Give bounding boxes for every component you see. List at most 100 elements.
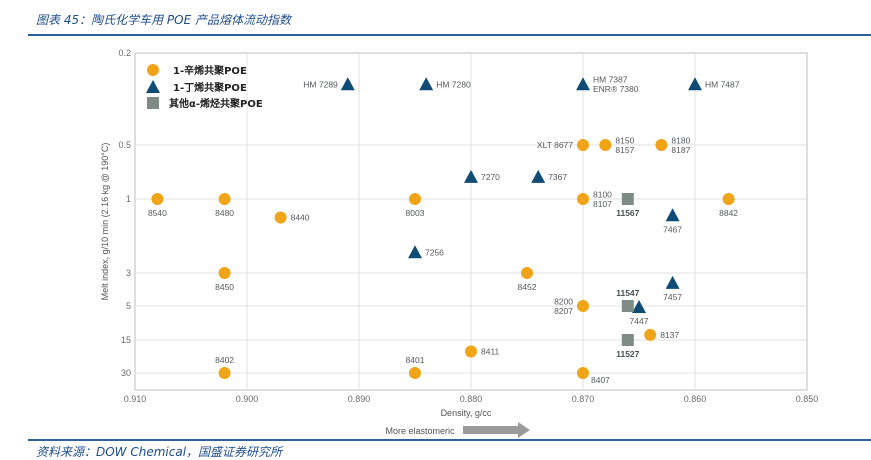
data-point-square: [621, 334, 634, 346]
point-label: 11547: [616, 288, 639, 298]
data-point-circle: [409, 193, 421, 205]
data-point-square: [621, 300, 634, 312]
point-label-line: 8402: [215, 355, 234, 365]
point-label: 8402: [215, 355, 234, 365]
point-label: HM 7280: [436, 79, 471, 89]
legend-label: 1-丁烯共聚POE: [173, 81, 247, 94]
data-point-circle: [577, 193, 589, 205]
point-label: 8003: [406, 208, 425, 218]
data-point-triangle: [408, 245, 422, 259]
point-label: 8100 8107: [593, 189, 612, 209]
legend-label: 1-辛烯共聚POE: [173, 64, 247, 77]
data-point-triangle: [419, 77, 434, 91]
point-label: HM 7289: [303, 79, 338, 89]
data-point-circle: [218, 267, 231, 279]
point-label-line: 8157: [615, 145, 634, 155]
y-axis-title: Melt index, g/10 min (2.16 kg @ 190°C): [100, 143, 110, 301]
data-point-circle: [218, 193, 231, 205]
point-label-line: 8842: [719, 208, 738, 218]
data-point-square: [621, 193, 634, 205]
point-label-line: 8137: [660, 330, 679, 340]
data-point-circle: [599, 139, 612, 151]
point-label-line: 8003: [406, 208, 425, 218]
data-point-triangle: [665, 208, 680, 222]
point-label: 11567: [616, 208, 639, 218]
point-label: 7457: [663, 292, 682, 302]
source-divider: [28, 439, 871, 441]
x-tick-label: 0.910: [124, 394, 147, 404]
data-point-circle: [274, 211, 287, 224]
point-label: 11527: [616, 349, 639, 359]
point-label: 8137: [660, 330, 679, 340]
point-label: 8480: [215, 208, 234, 218]
point-label: 8450: [215, 282, 234, 292]
point-label-line: 7367: [548, 172, 567, 182]
point-label: 8540: [148, 208, 167, 218]
point-label-line: 8540: [148, 208, 167, 218]
figure-title: 图表 45：陶氏化学车用 POE 产品熔体流动指数: [36, 13, 291, 27]
point-label-line: 8207: [554, 306, 573, 316]
point-label: 7467: [663, 224, 682, 234]
data-point-triangle: [340, 77, 355, 91]
data-point-circle: [409, 367, 421, 379]
data-point-circle: [465, 345, 477, 358]
point-label-line: 8440: [291, 213, 310, 223]
x-tick-label: 0.880: [460, 394, 483, 404]
point-label: HM 7487: [705, 79, 740, 89]
point-label-line: HM 7289: [303, 79, 338, 89]
point-label-line: 7256: [425, 247, 444, 257]
point-label-line: 11567: [616, 208, 639, 218]
y-tick-label: 3: [126, 268, 131, 278]
y-tick-label: 0.2: [118, 48, 131, 58]
point-label: 7270: [481, 172, 500, 182]
point-label-line: 8100: [593, 189, 612, 199]
point-label-line: 8187: [671, 145, 690, 155]
point-label-line: XLT 8677: [537, 140, 573, 150]
data-point-triangle: [531, 169, 546, 183]
legend-marker-triangle: [146, 80, 160, 93]
point-label-line: 8450: [215, 282, 234, 292]
point-label-line: 7270: [481, 172, 500, 182]
y-tick-label: 15: [121, 335, 131, 345]
point-label: XLT 8677: [537, 140, 573, 150]
point-label-line: 7467: [663, 224, 682, 234]
data-point-triangle: [576, 77, 590, 91]
data-point-circle: [577, 139, 589, 151]
figure-source: 资料来源：DOW Chemical，国盛证券研究所: [36, 445, 283, 459]
data-point-circle: [722, 193, 735, 205]
point-label: 8452: [518, 282, 537, 292]
point-label-line: 8480: [215, 208, 234, 218]
point-label-line: HM 7487: [705, 79, 740, 89]
point-label: 8842: [719, 208, 738, 218]
point-label: 7256: [425, 247, 444, 257]
legend-marker-circle: [147, 64, 159, 76]
point-label-line: 8401: [406, 355, 425, 365]
data-point-circle: [151, 193, 164, 205]
point-label-line: 8452: [518, 282, 537, 292]
scatter-chart: 0.910 0.900 0.890 0.880 0.870 0.860 0.850 0.2 0.…: [100, 48, 819, 438]
data-point-triangle: [688, 77, 702, 91]
point-label: 8401: [406, 355, 425, 365]
legend-marker-square: [147, 97, 159, 109]
y-tick-label: 0.5: [118, 140, 131, 150]
legend-label: 其他α-烯烃共聚POE: [169, 97, 263, 110]
point-label-line: 8150: [615, 135, 634, 145]
point-label-line: 11527: [616, 349, 639, 359]
point-label: 8440: [291, 213, 310, 223]
point-label: 8180 8187: [671, 135, 690, 155]
data-point-circle: [577, 300, 589, 312]
point-label: 8200 8207: [554, 296, 573, 316]
point-label-line: HM 7387: [593, 75, 628, 85]
y-tick-label: 1: [126, 194, 131, 204]
point-label: 8407: [591, 375, 610, 385]
point-label-line: HM 7280: [436, 79, 471, 89]
point-label: HM 7387 ENR® 7380: [593, 75, 639, 95]
point-label-line: ENR® 7380: [593, 84, 639, 94]
point-label-line: 8200: [554, 296, 573, 306]
x-tick-label: 0.900: [236, 394, 259, 404]
x-tick-label: 0.850: [796, 394, 819, 404]
x-tick-label: 0.890: [348, 394, 371, 404]
x-axis-title: Density, g/cc: [441, 408, 492, 418]
point-label-line: 8411: [481, 347, 500, 357]
point-label-line: 7457: [663, 292, 682, 302]
